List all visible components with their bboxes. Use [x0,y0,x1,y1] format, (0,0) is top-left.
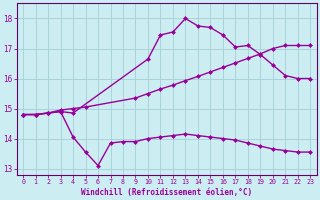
X-axis label: Windchill (Refroidissement éolien,°C): Windchill (Refroidissement éolien,°C) [81,188,252,197]
